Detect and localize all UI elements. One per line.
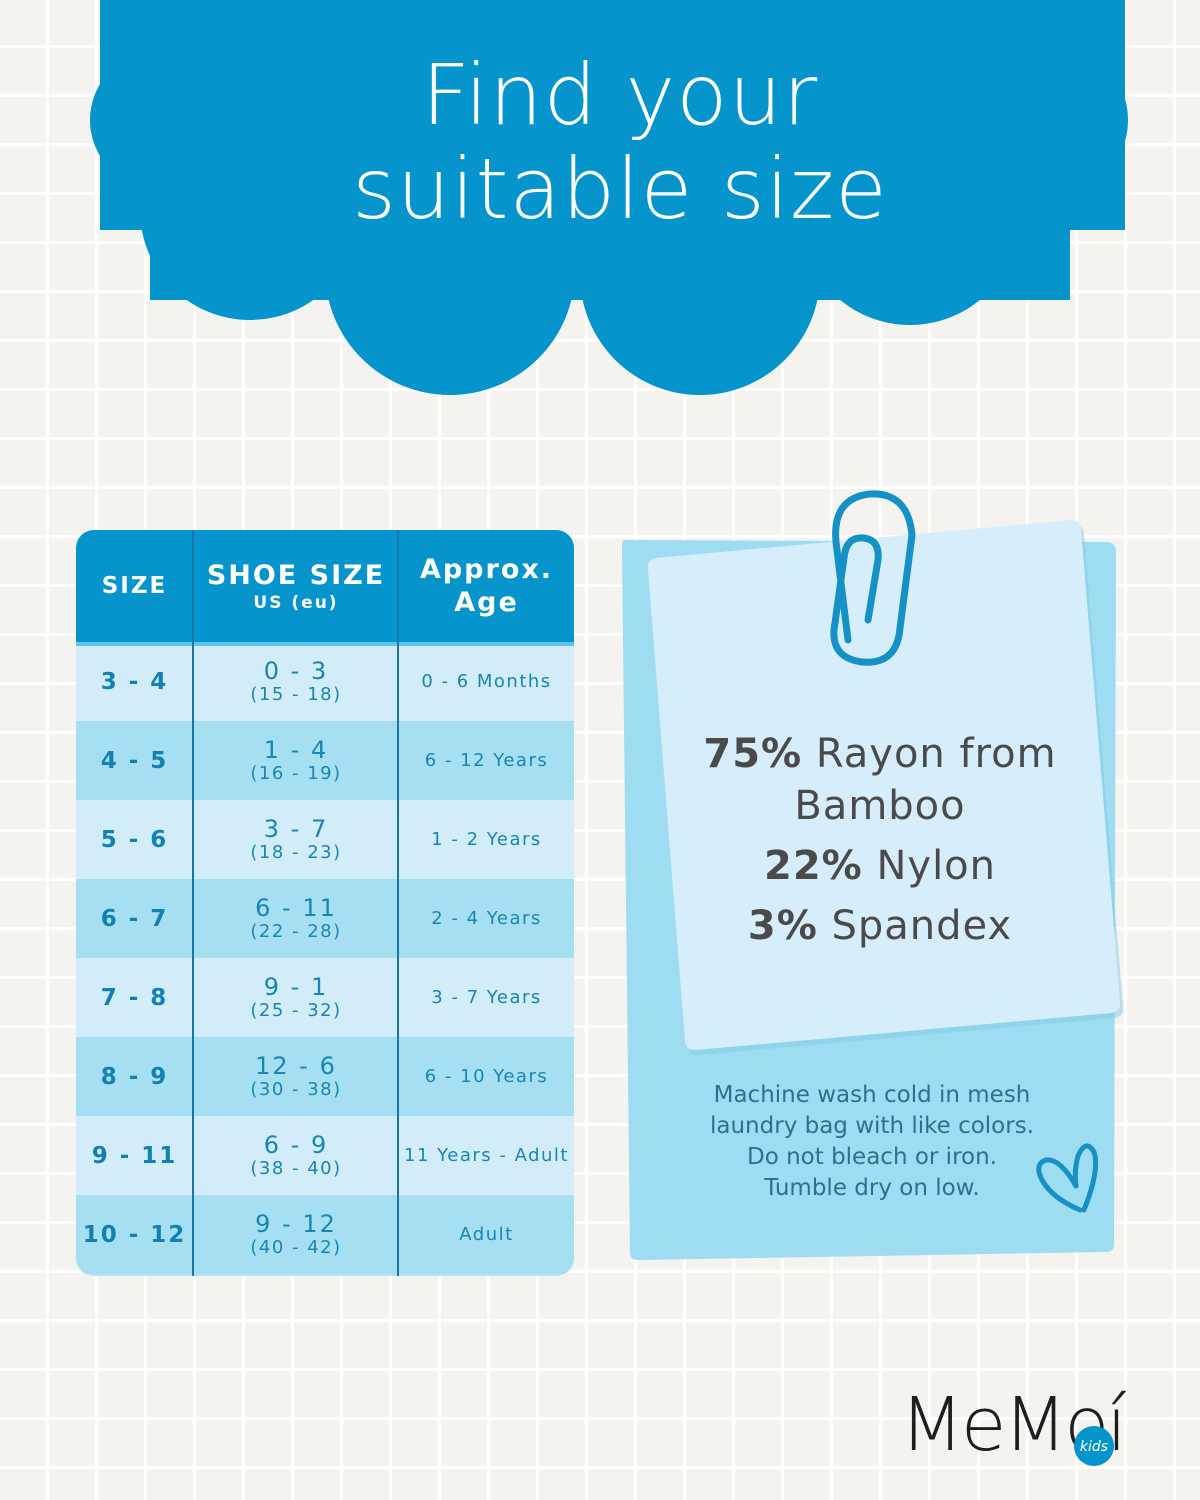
heart-doodle-icon	[1036, 1143, 1099, 1213]
cell-us: 9 - 12	[255, 1209, 337, 1238]
table-row: 3 - 4 0 - 3 (15 - 18) 0 - 6 Months	[76, 642, 574, 721]
care-line: Tumble dry on low.	[764, 1175, 980, 1201]
cell-age: 0 - 6 Months	[421, 671, 552, 692]
cell-eu: (38 - 40)	[250, 1157, 342, 1179]
cell-us: 12 - 6	[255, 1051, 337, 1080]
size-chart-table: SIZE SHOE SIZE US (eu) Approx. Age 3 - 4…	[76, 530, 574, 1276]
care-instructions: Machine wash cold in mesh laundry bag wi…	[672, 1080, 1072, 1204]
cell-age: 3 - 7 Years	[431, 987, 542, 1008]
table-row: 9 - 11 6 - 9 (38 - 40) 11 Years - Adult	[76, 1116, 574, 1195]
composition-label-nylon: Nylon	[876, 843, 996, 889]
note-card-front	[647, 519, 1121, 1051]
cell-age: 2 - 4 Years	[431, 908, 542, 929]
headline-line-2: suitable size	[352, 140, 888, 238]
table-row: 6 - 7 6 - 11 (22 - 28) 2 - 4 Years	[76, 879, 574, 958]
header-shoe-size-main: SHOE SIZE	[206, 559, 386, 591]
cloud-banner	[90, 0, 1128, 395]
cell-size: 3 - 4	[100, 668, 169, 695]
composition-label-rayon: Rayon from	[815, 731, 1057, 777]
care-line: Do not bleach or iron.	[747, 1144, 997, 1170]
cell-age: Adult	[459, 1224, 514, 1245]
table-row: 10 - 12 9 - 12 (40 - 42) Adult	[76, 1195, 574, 1274]
header-age-line-1: Approx.	[419, 554, 554, 585]
paperclip-icon	[830, 490, 916, 666]
kids-badge: kids	[1074, 1426, 1114, 1466]
cell-eu: (30 - 38)	[250, 1078, 342, 1100]
care-line: laundry bag with like colors.	[710, 1113, 1034, 1139]
composition-pct-rayon: 75%	[703, 731, 803, 777]
composition-line-nylon: 22% Nylon	[680, 840, 1080, 892]
cell-age: 11 Years - Adult	[404, 1145, 569, 1166]
composition-pct-nylon: 22%	[764, 843, 863, 889]
cell-age: 6 - 12 Years	[424, 750, 549, 771]
note-card	[622, 490, 1124, 1260]
composition-line-spandex: 3% Spandex	[680, 900, 1080, 952]
header-approx-age: Approx. Age	[399, 530, 574, 642]
header-shoe-size-sub: US (eu)	[253, 592, 339, 613]
header-age-line-2: Age	[454, 587, 519, 618]
cell-eu: (22 - 28)	[250, 920, 342, 942]
cell-shoe-size: 1 - 4 (16 - 19)	[194, 721, 398, 800]
headline: Find your suitable size	[280, 48, 960, 236]
fabric-composition: 75% Rayon from Bamboo 22% Nylon 3% Spand…	[680, 728, 1080, 952]
cell-shoe-size: 0 - 3 (15 - 18)	[194, 642, 398, 721]
cell-eu: (15 - 18)	[250, 683, 342, 705]
header-size: SIZE	[101, 573, 168, 599]
table-row: 7 - 8 9 - 1 (25 - 32) 3 - 7 Years	[76, 958, 574, 1037]
cell-shoe-size: 6 - 9 (38 - 40)	[194, 1116, 398, 1195]
composition-pct-spandex: 3%	[747, 903, 818, 949]
cell-size: 7 - 8	[100, 984, 169, 1011]
cell-eu: (16 - 19)	[250, 762, 342, 784]
header-divider	[76, 642, 574, 646]
composition-label-spandex: Spandex	[831, 903, 1013, 949]
cell-us: 6 - 9	[263, 1130, 329, 1159]
cell-shoe-size: 12 - 6 (30 - 38)	[194, 1037, 398, 1116]
cell-eu: (40 - 42)	[250, 1236, 342, 1258]
table-body: 3 - 4 0 - 3 (15 - 18) 0 - 6 Months 4 - 5 …	[76, 642, 574, 1274]
table-row: 4 - 5 1 - 4 (16 - 19) 6 - 12 Years	[76, 721, 574, 800]
cell-us: 0 - 3	[263, 656, 329, 685]
cell-shoe-size: 6 - 11 (22 - 28)	[194, 879, 398, 958]
cell-eu: (25 - 32)	[250, 999, 342, 1021]
cell-us: 1 - 4	[263, 735, 329, 764]
cell-shoe-size: 9 - 12 (40 - 42)	[194, 1195, 398, 1274]
kids-badge-text: kids	[1080, 1439, 1108, 1455]
cell-shoe-size: 9 - 1 (25 - 32)	[194, 958, 398, 1037]
cell-size: 5 - 6	[100, 826, 169, 853]
composition-line-rayon: 75% Rayon from	[680, 728, 1080, 780]
composition-line-bamboo: Bamboo	[794, 783, 966, 829]
header-shoe-size: SHOE SIZE US (eu)	[194, 530, 398, 642]
care-line: Machine wash cold in mesh	[713, 1082, 1031, 1108]
table-row: 5 - 6 3 - 7 (18 - 23) 1 - 2 Years	[76, 800, 574, 879]
headline-line-1: Find your	[421, 46, 819, 144]
cell-us: 6 - 11	[255, 893, 337, 922]
cell-us: 3 - 7	[263, 814, 329, 843]
table-header: SIZE SHOE SIZE US (eu) Approx. Age	[76, 530, 574, 642]
cell-shoe-size: 3 - 7 (18 - 23)	[194, 800, 398, 879]
cell-size: 10 - 12	[82, 1221, 187, 1248]
cell-size: 4 - 5	[100, 747, 169, 774]
cell-eu: (18 - 23)	[250, 841, 342, 863]
table-row: 8 - 9 12 - 6 (30 - 38) 6 - 10 Years	[76, 1037, 574, 1116]
cell-size: 6 - 7	[100, 905, 169, 932]
column-divider	[192, 530, 194, 1276]
cell-size: 8 - 9	[100, 1063, 169, 1090]
column-divider	[397, 530, 399, 1276]
cell-size: 9 - 11	[91, 1142, 178, 1169]
cell-us: 9 - 1	[263, 972, 329, 1001]
memoi-kids-logo: MeMoí kids	[900, 1380, 1160, 1470]
cell-age: 1 - 2 Years	[431, 829, 542, 850]
cell-age: 6 - 10 Years	[424, 1066, 549, 1087]
